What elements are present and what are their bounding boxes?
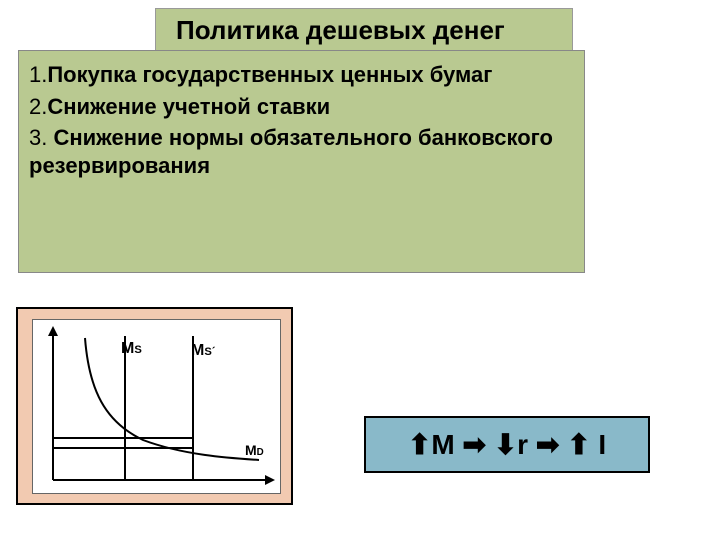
- chart-inner: MS MS´ MD: [32, 319, 281, 494]
- list-item-text: Снижение нормы обязательного банковского…: [29, 125, 553, 178]
- money-market-chart: MS MS´ MD: [16, 307, 293, 505]
- policy-list-box: 1.Покупка государственных ценных бумаг2.…: [18, 50, 585, 273]
- list-item-text: Покупка государственных ценных бумаг: [47, 62, 492, 87]
- policy-list-item: 2.Снижение учетной ставки: [29, 93, 566, 121]
- slide-title-text: Политика дешевых денег: [176, 15, 505, 45]
- chart-svg: [33, 320, 282, 495]
- transmission-formula: ⬆M ➡ ⬇r ➡ ⬆ I: [364, 416, 650, 473]
- label-md: MD: [245, 442, 264, 458]
- label-ms: MS: [121, 340, 142, 358]
- policy-list-item: 3. Снижение нормы обязательного банковск…: [29, 124, 566, 179]
- formula-text: ⬆M ➡ ⬇r ➡ ⬆ I: [408, 428, 606, 461]
- policy-list: 1.Покупка государственных ценных бумаг2.…: [29, 61, 566, 179]
- slide-title: Политика дешевых денег: [155, 8, 573, 52]
- list-item-number: 1.: [29, 62, 47, 87]
- list-item-text: Снижение учетной ставки: [47, 94, 330, 119]
- label-ms-prime: MS´: [191, 342, 216, 360]
- policy-list-item: 1.Покупка государственных ценных бумаг: [29, 61, 566, 89]
- list-item-number: 3.: [29, 125, 47, 150]
- list-item-number: 2.: [29, 94, 47, 119]
